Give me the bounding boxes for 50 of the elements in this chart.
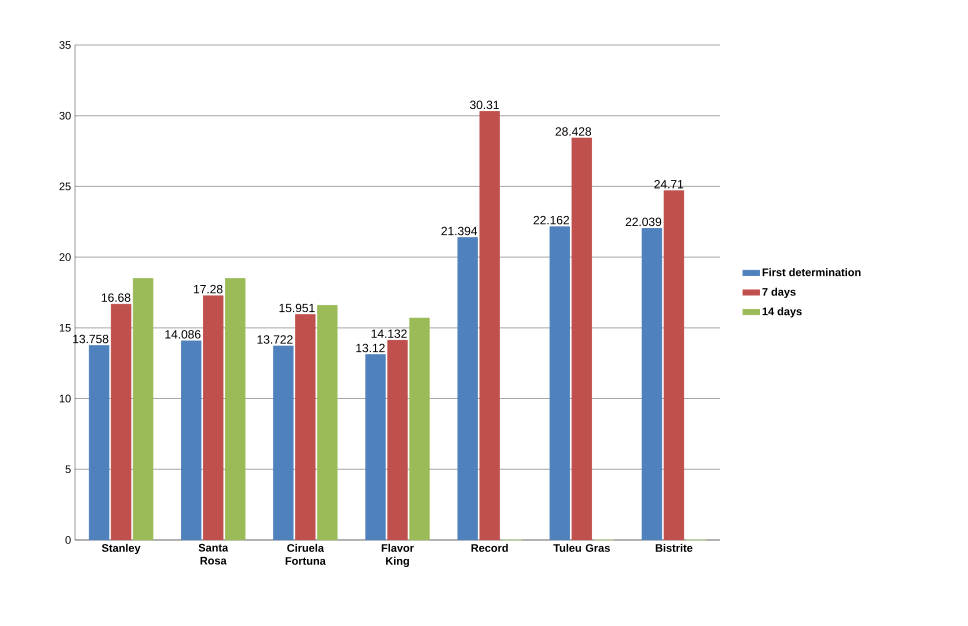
data-label: 13.12 [356,344,385,352]
data-label: 14.132 [372,329,407,338]
data-label: 13.722 [258,335,293,344]
bar [110,304,132,540]
legend-label: First determination [762,268,861,276]
x-tick-label: Flavor King [382,544,414,568]
x-tick-label: Record [472,544,508,552]
bar [387,340,408,540]
bar [572,138,592,540]
x-tick-label: Santa Rosa [198,544,228,565]
y-tick-label: 25 [60,182,71,190]
legend-label: 7 days [762,288,796,298]
data-label: 30.31 [470,100,499,110]
y-tick-label: 0 [65,536,71,544]
data-label: 21.394 [441,226,478,236]
bar [409,318,430,540]
data-label: 17.28 [194,284,222,294]
data-label: 24.71 [654,180,684,188]
x-tick-label: Ciruela Fortuna [286,544,326,565]
y-tick-label: 20 [60,253,71,262]
data-label: 22.162 [534,216,569,224]
data-label: 28.428 [556,127,592,136]
bar [225,278,246,540]
y-tick-label: 35 [59,41,71,49]
data-label: 14.086 [165,330,200,339]
bar [181,340,202,540]
bar [550,226,570,540]
bar [317,305,338,540]
bar [132,278,154,540]
bar [203,295,224,540]
bar [642,228,662,540]
y-tick-label: 10 [60,394,71,402]
bar [365,354,386,540]
y-tick-label: 30 [59,112,71,120]
y-tick-label: 5 [66,465,71,474]
x-tick-label: Stanley [102,544,141,554]
data-label: 13.758 [73,334,108,344]
legend-label: 14 days [762,307,802,318]
data-label: 22.039 [626,218,662,226]
bar [88,345,110,540]
bar [664,190,684,540]
data-label: 15.951 [280,304,315,312]
bar [479,111,500,540]
x-tick-label: Tuleu Gras [553,544,610,552]
bar [273,346,294,540]
bar [295,314,316,540]
bar [457,237,478,540]
y-tick-label: 15 [60,324,71,332]
data-label: 16.68 [102,293,130,302]
x-tick-label: Bistrite [656,544,692,552]
